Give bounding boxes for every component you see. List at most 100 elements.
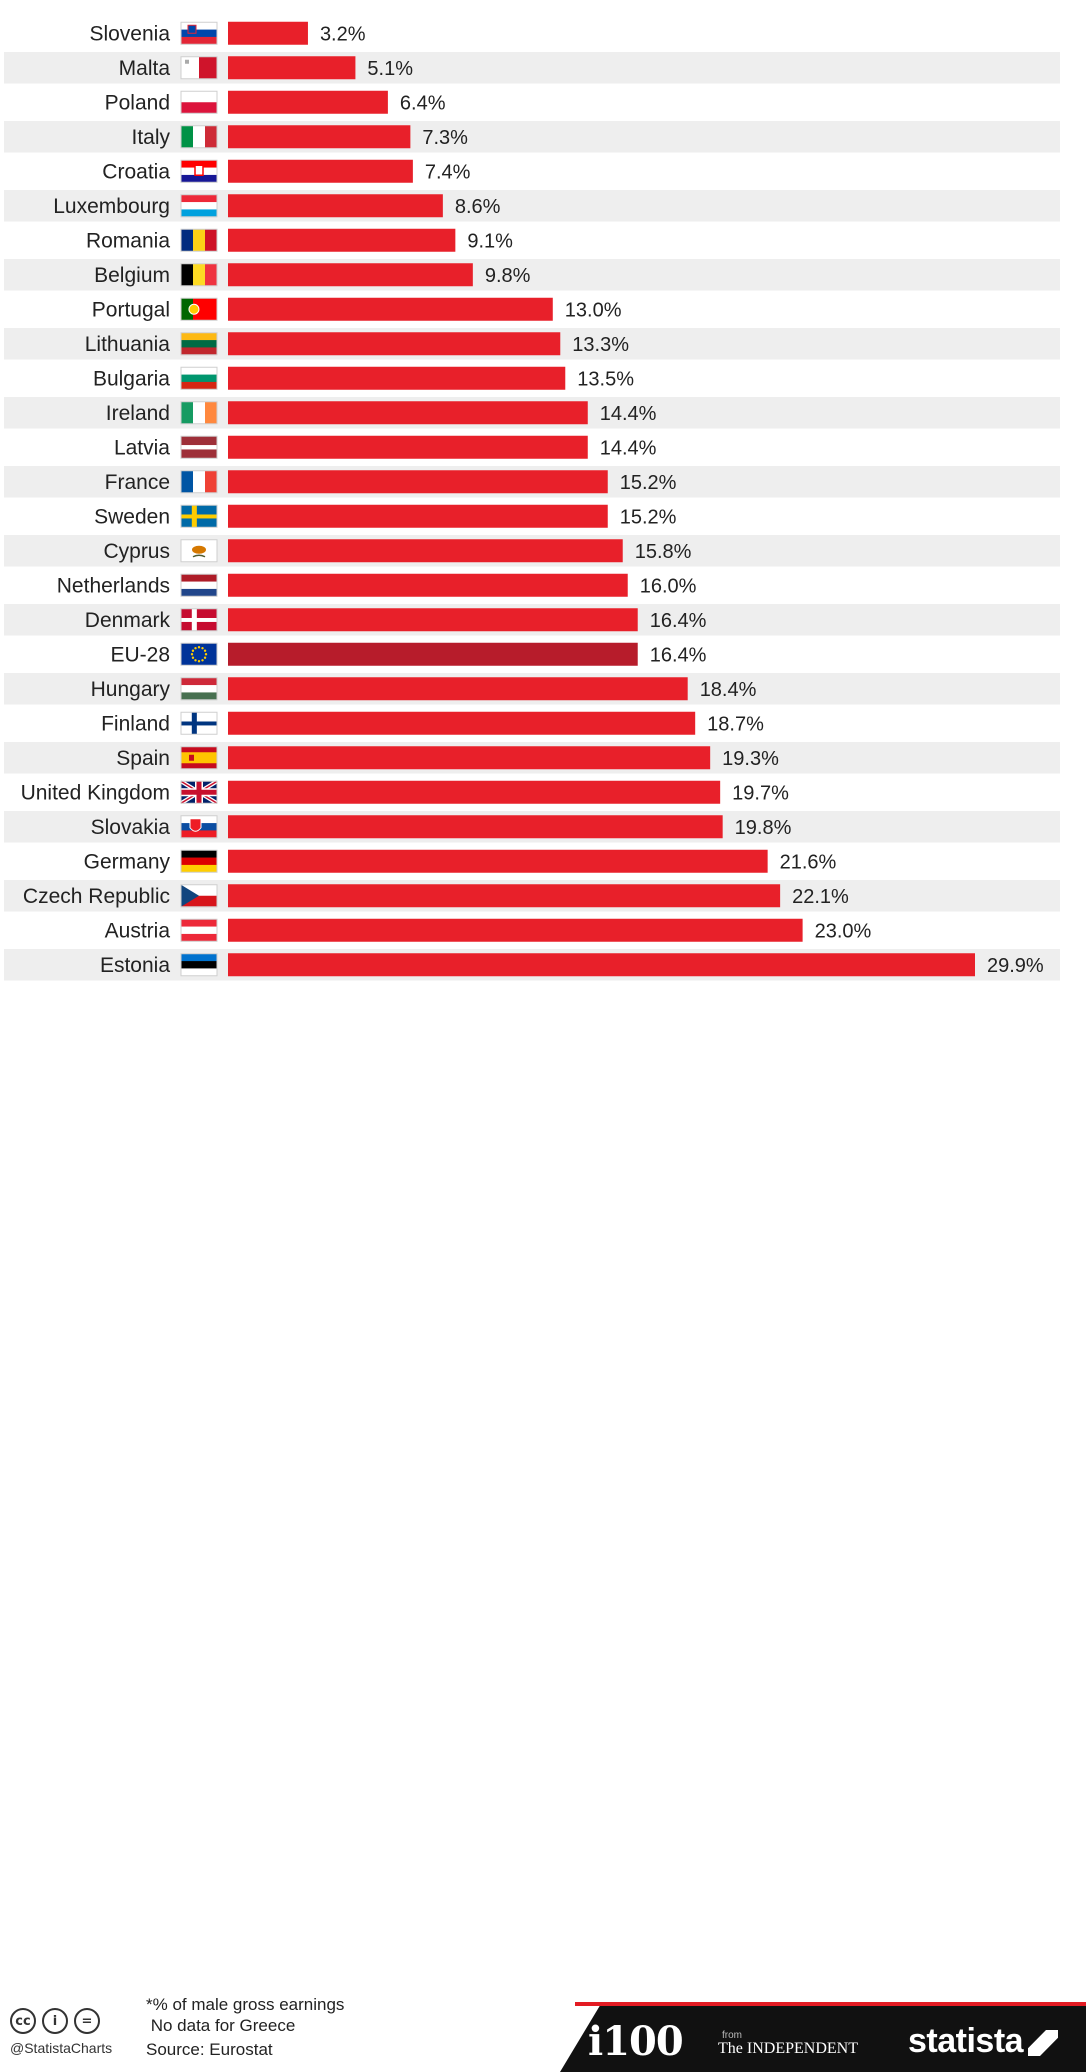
flag-denmark-icon xyxy=(180,608,218,632)
footer: cc i = @StatistaCharts *% of male gross … xyxy=(0,992,1086,2072)
flag-eu-28-icon xyxy=(180,642,218,666)
bar-romania xyxy=(228,228,456,252)
value-label-malta: 5.1% xyxy=(367,58,413,80)
statista-logo[interactable]: statista xyxy=(908,2022,1024,2060)
flag-slovenia-icon xyxy=(180,21,218,45)
value-label-finland: 18.7% xyxy=(707,713,764,735)
country-label-lithuania: Lithuania xyxy=(85,333,171,356)
flag-slovakia-icon xyxy=(180,815,218,839)
bar-finland xyxy=(228,711,696,735)
value-label-croatia: 7.4% xyxy=(425,161,471,183)
bar-germany xyxy=(228,849,768,873)
flag-netherlands-icon xyxy=(180,573,218,597)
value-label-slovakia: 19.8% xyxy=(735,817,792,839)
value-label-cyprus: 15.8% xyxy=(635,541,692,563)
flag-luxembourg-icon xyxy=(180,194,218,218)
value-label-netherlands: 16.0% xyxy=(640,575,697,597)
footnotes: *% of male gross earnings No data for Gr… xyxy=(146,1994,344,2036)
bar-austria xyxy=(228,918,803,942)
row-stripe xyxy=(4,121,1060,153)
bar-czech-republic xyxy=(228,884,781,908)
value-label-france: 15.2% xyxy=(620,472,677,494)
bar-hungary xyxy=(228,677,688,701)
country-label-slovenia: Slovenia xyxy=(89,22,170,45)
flag-bulgaria-icon xyxy=(180,366,218,390)
flag-germany-icon xyxy=(180,849,218,873)
country-label-croatia: Croatia xyxy=(102,160,170,183)
flag-ireland-icon xyxy=(180,401,218,425)
row-stripe xyxy=(4,190,1060,222)
value-label-portugal: 13.0% xyxy=(565,299,622,321)
independent-logo[interactable]: The INDEPENDENT xyxy=(718,2040,858,2057)
flag-czech-republic-icon xyxy=(180,884,218,908)
footnote-earnings: *% of male gross earnings xyxy=(146,1995,345,2014)
country-label-czech-republic: Czech Republic xyxy=(23,885,170,908)
value-label-united-kingdom: 19.7% xyxy=(732,782,789,804)
country-label-romania: Romania xyxy=(86,229,170,252)
value-label-luxembourg: 8.6% xyxy=(455,196,501,218)
flag-portugal-icon xyxy=(180,297,218,321)
bar-eu-28 xyxy=(228,642,638,666)
flag-cyprus-icon xyxy=(180,539,218,563)
bar-denmark xyxy=(228,608,638,632)
country-label-eu-28: EU-28 xyxy=(110,643,170,666)
flag-austria-icon xyxy=(180,918,218,942)
value-label-slovenia: 3.2% xyxy=(320,23,366,45)
flag-italy-icon xyxy=(180,125,218,149)
country-label-sweden: Sweden xyxy=(94,505,170,528)
country-label-denmark: Denmark xyxy=(85,609,171,632)
value-label-sweden: 15.2% xyxy=(620,506,677,528)
country-label-poland: Poland xyxy=(105,91,170,114)
license-icons: cc i = xyxy=(10,2008,100,2034)
bar-italy xyxy=(228,125,411,149)
bar-united-kingdom xyxy=(228,780,721,804)
bar-portugal xyxy=(228,297,553,321)
i100-logo[interactable]: i100 xyxy=(588,2018,684,2065)
row-stripe xyxy=(4,259,1060,291)
bar-chart: Slovenia 3.2% Malta 5.1% Poland 6.4% Italy 7.3%… xyxy=(4,21,1060,981)
flag-estonia-icon xyxy=(180,953,218,977)
country-label-portugal: Portugal xyxy=(92,298,170,321)
country-label-germany: Germany xyxy=(84,850,171,873)
country-label-spain: Spain xyxy=(116,747,170,770)
flag-finland-icon xyxy=(180,711,218,735)
flag-lithuania-icon xyxy=(180,332,218,356)
value-label-lithuania: 13.3% xyxy=(572,334,629,356)
country-label-italy: Italy xyxy=(131,126,170,149)
bar-spain xyxy=(228,746,711,770)
bar-latvia xyxy=(228,435,588,459)
country-label-belgium: Belgium xyxy=(94,264,170,287)
bar-malta xyxy=(228,56,356,80)
country-label-austria: Austria xyxy=(105,919,171,942)
country-label-ireland: Ireland xyxy=(106,402,170,425)
flag-france-icon xyxy=(180,470,218,494)
bar-cyprus xyxy=(228,539,623,563)
value-label-romania: 9.1% xyxy=(467,230,513,252)
flag-sweden-icon xyxy=(180,504,218,528)
flag-malta-icon xyxy=(180,56,218,80)
bar-poland xyxy=(228,90,388,114)
flag-poland-icon xyxy=(180,90,218,114)
country-label-cyprus: Cyprus xyxy=(103,540,170,563)
twitter-handle[interactable]: @StatistaCharts xyxy=(10,2040,113,2056)
bar-croatia xyxy=(228,159,413,183)
country-label-estonia: Estonia xyxy=(100,954,170,977)
row-stripe xyxy=(4,52,1060,84)
bar-estonia xyxy=(228,953,975,977)
bar-slovenia xyxy=(228,21,308,45)
attribution-icon: i xyxy=(42,2008,68,2034)
value-label-bulgaria: 13.5% xyxy=(577,368,634,390)
country-label-finland: Finland xyxy=(101,712,170,735)
bar-slovakia xyxy=(228,815,723,839)
source-label: Source: Eurostat xyxy=(146,2040,273,2059)
flag-belgium-icon xyxy=(180,263,218,287)
flag-croatia-icon xyxy=(180,159,218,183)
bar-ireland xyxy=(228,401,588,425)
brand-band-accent xyxy=(575,2002,1086,2006)
flag-romania-icon xyxy=(180,228,218,252)
bar-netherlands xyxy=(228,573,628,597)
bar-belgium xyxy=(228,263,473,287)
bar-bulgaria xyxy=(228,366,566,390)
country-label-latvia: Latvia xyxy=(114,436,170,459)
country-label-hungary: Hungary xyxy=(91,678,171,701)
